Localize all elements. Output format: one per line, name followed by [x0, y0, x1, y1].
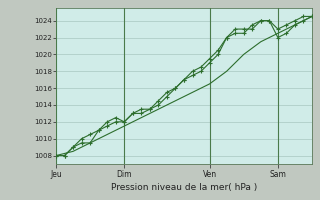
X-axis label: Pression niveau de la mer( hPa ): Pression niveau de la mer( hPa )	[111, 183, 257, 192]
